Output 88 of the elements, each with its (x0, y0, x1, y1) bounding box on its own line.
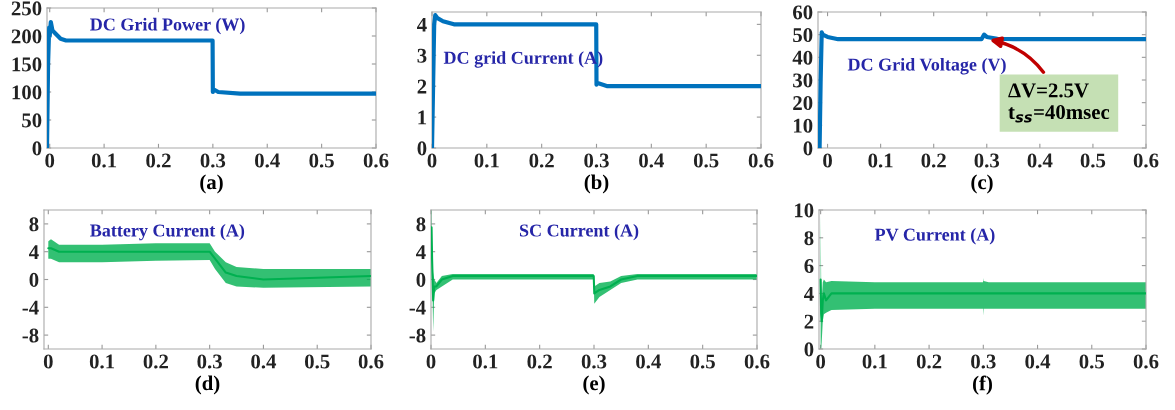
x-tick-label: 0.5 (1080, 153, 1106, 168)
y-tick-label: 3 (417, 48, 427, 63)
x-tick-label: 0.6 (358, 354, 384, 369)
y-tick-label: 0 (32, 141, 42, 156)
x-tick-label: 0.3 (581, 354, 607, 369)
y-tick-label: 40 (792, 50, 813, 65)
line-series (432, 13, 761, 148)
y-tick-label: 4 (417, 17, 427, 32)
x-tick-label: 0.1 (862, 354, 887, 369)
x-tick-label: 0.4 (639, 153, 664, 168)
y-tick-label: 0 (804, 342, 814, 357)
x-tick-label: 0.1 (89, 354, 115, 369)
y-tick-label: 8 (416, 217, 426, 232)
x-tick-label: 0.4 (1025, 354, 1051, 369)
x-axis-title: (b) (584, 174, 609, 194)
y-tick-label: 4 (804, 286, 814, 301)
y-tick-label: -4 (22, 300, 39, 315)
x-tick-label: 0.2 (921, 153, 946, 168)
x-tick-label: 0.2 (529, 153, 554, 168)
x-tick-label: 0.1 (473, 354, 498, 369)
x-tick-label: 0.2 (146, 153, 171, 168)
y-tick-label: 8 (29, 217, 39, 232)
x-axis-title: (d) (195, 375, 220, 395)
y-tick-label: 8 (804, 231, 814, 246)
y-tick-label: 0 (803, 141, 813, 156)
x-tick-label: 0.5 (304, 354, 330, 369)
y-tick-label: 2 (804, 314, 814, 329)
x-tick-label: 0.5 (690, 354, 715, 369)
x-tick-label: 0.6 (744, 354, 770, 369)
x-tick-label: 0.6 (1133, 153, 1159, 168)
y-tick-label: 10 (793, 118, 813, 133)
x-tick-label: 0.6 (1133, 354, 1159, 369)
y-tick-label: 2 (417, 79, 427, 94)
x-tick-label: 0.3 (197, 354, 222, 369)
text: SC Current (A) (519, 223, 639, 241)
x-tick-label: 0.5 (1079, 354, 1105, 369)
y-tick-label: 1 (418, 110, 427, 125)
text: DC Grid Voltage (V) (847, 57, 1006, 75)
text: PV Current (A) (874, 228, 995, 245)
y-tick-label: 20 (793, 96, 813, 111)
annotation: ΔV=2.5V t$_{ss}$=40msec (1008, 83, 1110, 123)
y-tick-label: 30 (793, 73, 813, 88)
x-tick-label: 0.6 (748, 153, 774, 168)
x-tick-label: 0.1 (474, 153, 499, 168)
x-tick-label: 0.4 (636, 354, 661, 369)
x-axis-title: (f) (973, 375, 992, 395)
y-tick-label: 0 (416, 272, 426, 287)
y-tick-label: 4 (416, 245, 426, 259)
x-tick-label: 0.1 (868, 153, 893, 168)
y-tick-label: 150 (12, 57, 42, 72)
y-tick-label: 0 (29, 272, 39, 287)
x-tick-label: 0.4 (251, 354, 277, 369)
x-tick-label: 0.6 (363, 153, 389, 168)
y-tick-label: 50 (793, 28, 813, 43)
x-tick-label: 0.3 (200, 153, 226, 168)
x-axis-title: (a) (200, 174, 223, 194)
x-tick-label: 0.1 (91, 153, 117, 168)
y-tick-label: 50 (22, 113, 42, 128)
x-tick-label: 0 (427, 153, 437, 168)
y-tick-label: -4 (409, 300, 426, 315)
y-tick-label: 250 (11, 1, 42, 16)
x-tick-label: 0.4 (1027, 153, 1053, 168)
y-tick-label: -8 (409, 328, 426, 343)
x-tick-label: 0.2 (527, 354, 552, 369)
x-axis-title: (c) (971, 174, 993, 194)
x-tick-label: 0 (823, 153, 832, 168)
y-tick-label: 4 (29, 245, 39, 259)
y-tick-label: 6 (804, 259, 814, 274)
y-tick-label: 10 (794, 203, 814, 218)
y-tick-label: 0 (417, 141, 427, 156)
x-axis-title: (e) (583, 375, 605, 395)
y-tick-label: 100 (12, 85, 42, 100)
y-tick-label: -8 (22, 328, 39, 343)
x-tick-label: 0.5 (309, 153, 334, 168)
x-tick-label: 0.3 (584, 153, 609, 168)
x-tick-label: 0 (45, 153, 55, 168)
text: Battery Current (A) (90, 223, 245, 241)
text: DC Grid Power (W) (90, 17, 245, 35)
x-tick-label: 0.5 (693, 153, 719, 168)
x-tick-label: 0.3 (974, 153, 1000, 168)
x-tick-label: 0.2 (143, 354, 168, 369)
x-tick-label: 0 (816, 354, 826, 369)
y-tick-label: 200 (11, 29, 42, 44)
y-tick-label: 60 (793, 5, 813, 20)
x-tick-label: 0.3 (971, 354, 996, 369)
x-tick-label: 0 (43, 354, 53, 369)
x-tick-label: 0.2 (916, 354, 942, 369)
x-tick-label: 0.4 (255, 153, 280, 168)
